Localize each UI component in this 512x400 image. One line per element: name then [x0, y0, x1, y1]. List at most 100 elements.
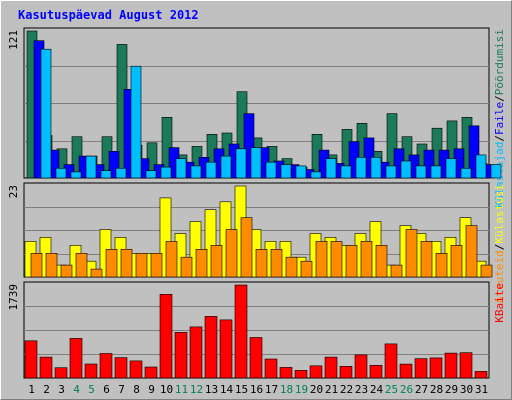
bar-traffic-day-19 — [310, 171, 322, 179]
bar-visits-day-12 — [195, 249, 208, 278]
bar-bytes-day-26 — [399, 363, 413, 379]
bar-visits-day-23 — [360, 241, 373, 278]
bar-traffic-day-25 — [400, 160, 412, 179]
bar-traffic-day-15 — [243, 113, 255, 179]
bar-traffic-day-27 — [423, 149, 435, 179]
bar-traffic-day-12 — [205, 161, 217, 179]
bar-visits-day-20 — [315, 241, 328, 278]
y-axis-label-part: Arvuteid — [493, 250, 506, 303]
bar-bytes-day-6 — [99, 353, 113, 379]
bar-bytes-day-25 — [384, 343, 398, 379]
panel-bytes: 1739 KBaite — [7, 281, 506, 379]
bar-bytes-day-1 — [24, 340, 38, 379]
day-label-29: 29 — [445, 383, 458, 396]
bar-traffic-day-11 — [190, 165, 202, 179]
bar-bytes-day-5 — [84, 363, 98, 379]
y-axis-label: Külastajad/Faile/Pöördumisi — [493, 29, 506, 208]
y-axis-label-part: / — [493, 244, 506, 251]
bar-traffic-day-23 — [370, 157, 382, 179]
day-label-18: 18 — [280, 383, 293, 396]
y-axis-label-part: KBaite — [493, 283, 506, 323]
day-label-19: 19 — [295, 383, 308, 396]
day-label-2: 2 — [43, 383, 50, 396]
bar-visits-day-21 — [330, 241, 343, 278]
day-label-21: 21 — [325, 383, 338, 396]
bar-visits-day-8 — [135, 253, 148, 278]
day-label-24: 24 — [370, 383, 384, 396]
chart-title: Kasutuspäevad August 2012 — [18, 8, 199, 22]
bar-visits-day-6 — [105, 249, 118, 278]
day-label-7: 7 — [118, 383, 125, 396]
bar-visits-day-26 — [405, 229, 418, 278]
bar-traffic-day-30 — [468, 125, 480, 179]
bar-visits-day-2 — [45, 253, 58, 278]
y-max-label: 23 — [7, 185, 20, 198]
bar-traffic-day-1 — [40, 48, 52, 179]
x-axis-day-labels: 1 2 3 4 5 6 7 8 9 10 11 12 13 14 15 16 17 18 19 20 21 22 23 24 2… — [28, 383, 488, 396]
bar-visits-day-13 — [204, 209, 217, 278]
series-Külastajad — [40, 48, 502, 179]
bar-visits-day-22 — [345, 245, 358, 278]
bar-traffic-day-17 — [280, 164, 292, 179]
day-label-10: 10 — [160, 383, 173, 396]
day-label-4: 4 — [73, 383, 80, 396]
y-max-label: 1739 — [7, 284, 20, 311]
bar-visits-day-14 — [225, 229, 238, 278]
bar-traffic-day-10 — [175, 158, 187, 179]
bar-visits-day-7 — [120, 249, 133, 278]
bar-visits-day-9 — [150, 253, 163, 278]
bar-visits-day-5 — [90, 268, 103, 278]
bar-bytes-day-24 — [369, 364, 383, 379]
day-label-22: 22 — [340, 383, 353, 396]
bar-traffic-day-21 — [340, 165, 352, 179]
y-axis-label-part: / — [493, 135, 506, 142]
bar-bytes-day-29 — [444, 352, 458, 379]
panel-visits: 23 Arvuteid/Külastusi — [7, 182, 506, 303]
y-axis-label: Arvuteid/Külastusi — [493, 184, 506, 303]
day-label-3: 3 — [58, 383, 65, 396]
day-label-31: 31 — [475, 383, 488, 396]
day-label-28: 28 — [430, 383, 443, 396]
day-label-1: 1 — [28, 383, 35, 396]
bar-visits-day-25 — [390, 264, 403, 278]
bar-bytes-day-30 — [459, 352, 473, 379]
bar-traffic-day-16 — [265, 161, 277, 179]
bar-traffic-day-5 — [100, 170, 112, 179]
y-axis-label-part: Faile — [493, 102, 506, 135]
bar-bytes-day-13 — [204, 316, 218, 379]
bar-visits-day-28 — [435, 253, 448, 278]
day-label-14: 14 — [220, 383, 234, 396]
day-label-17: 17 — [265, 383, 278, 396]
bar-visits-day-3 — [60, 264, 73, 278]
series-Arvuteid — [30, 217, 493, 278]
bar-visits-day-16 — [255, 249, 268, 278]
bar-bytes-day-3 — [54, 367, 68, 379]
bar-traffic-day-3 — [70, 171, 82, 179]
bar-bytes-day-8 — [129, 360, 143, 379]
bar-visits-day-18 — [285, 256, 298, 278]
panel-traffic: 121 Külastajad/Faile/Pöördumisi — [7, 27, 506, 208]
bar-traffic-day-22 — [355, 157, 367, 179]
day-label-26: 26 — [400, 383, 413, 396]
bar-bytes-day-17 — [264, 358, 278, 379]
bar-traffic-day-27 — [430, 165, 442, 179]
bar-traffic-day-2 — [55, 168, 67, 179]
bar-traffic-day-26 — [415, 165, 427, 179]
series-Faile — [33, 40, 495, 179]
bar-visits-day-30 — [465, 225, 478, 278]
day-label-16: 16 — [250, 383, 263, 396]
bar-traffic-day-7 — [130, 65, 142, 179]
bar-bytes-day-31 — [474, 371, 488, 379]
day-label-25: 25 — [385, 383, 398, 396]
bar-traffic-day-14 — [235, 148, 247, 179]
bar-bytes-day-14 — [219, 319, 233, 379]
bar-bytes-day-10 — [159, 293, 173, 379]
bar-bytes-day-28 — [429, 357, 443, 379]
bar-bytes-day-4 — [69, 338, 83, 379]
bar-visits-day-4 — [75, 253, 88, 278]
bar-bytes-day-2 — [39, 356, 53, 379]
bar-visits-day-13 — [210, 245, 223, 278]
y-axis-label: KBaite — [493, 283, 506, 323]
day-label-30: 30 — [460, 383, 473, 396]
